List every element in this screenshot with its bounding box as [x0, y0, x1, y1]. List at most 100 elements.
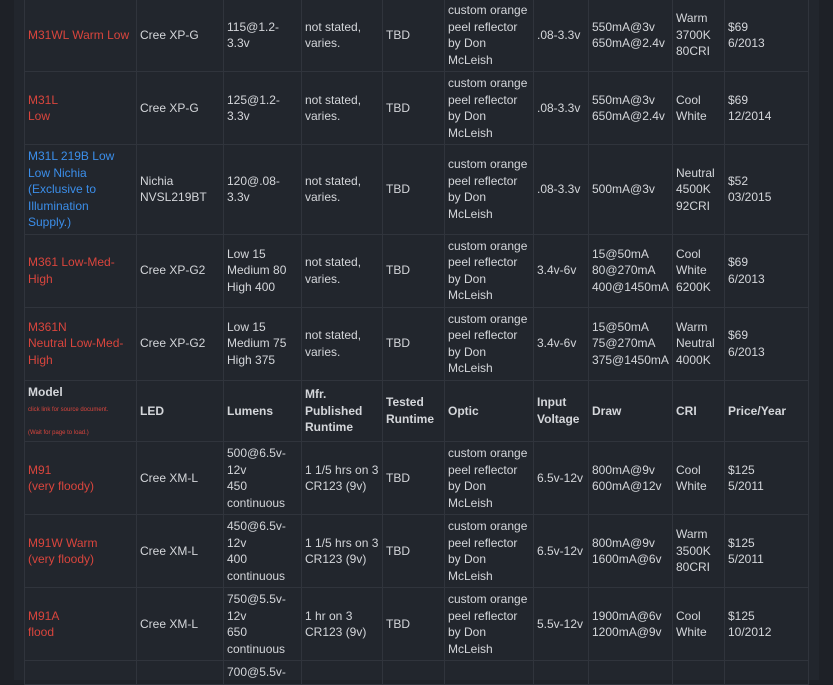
table-row: M361 Low-Med-High Cree XP-G2 Low 15 Medium…	[24, 233, 809, 308]
header-text: Mfr. Published Runtime	[305, 387, 363, 434]
table-cell: Neutral 4500K 92CRI	[672, 144, 725, 235]
table-cell: Cree XP-G	[136, 0, 224, 72]
table-cell: custom orange peel reflector by Don McLe…	[444, 0, 534, 72]
table-cell: 1 1/5 hrs on 3 CR123 (9v)	[301, 514, 383, 588]
content: M31WL Warm Low Cree XP-G 115@1.2-3.3v not s…	[14, 0, 819, 685]
table-row: M31L 219B Low Low Nichia (Exclusive to I…	[24, 144, 809, 235]
header-text: Lumens	[227, 403, 274, 418]
table-cell: 1 1/5 hrs on 3 CR123 (9v)	[301, 441, 383, 515]
model-link[interactable]: M361N Neutral Low-Med-High	[28, 319, 124, 367]
model-link[interactable]: M31WL Warm Low	[28, 27, 130, 42]
table-cell: 800mA@9v 1600mA@6v	[588, 514, 673, 588]
table-cell: TBD	[382, 144, 445, 235]
table-cell	[444, 660, 534, 685]
table-cell: M31L Low	[24, 71, 137, 145]
table-cell: custom orange peel reflector by Don McLe…	[444, 71, 534, 145]
table-cell: Cree XM-L	[136, 514, 224, 588]
table-cell: 500mA@3v	[588, 144, 673, 235]
table-cell: not stated, varies.	[301, 306, 383, 381]
table-cell: $69 6/2013	[724, 306, 809, 381]
table-row: M91 (very floody) Cree XM-L 500@6.5v-12v 4…	[24, 441, 809, 515]
model-link[interactable]: M31L 219B Low Low Nichia (Exclusive to I…	[28, 149, 115, 229]
table-cell: 3.4v-6v	[533, 233, 589, 308]
table-cell	[136, 660, 224, 685]
header-text: LED	[140, 403, 164, 418]
header-cell: CRI	[672, 379, 725, 442]
table-cell: Warm 3500K 80CRI	[672, 514, 725, 588]
table-cell: 3.4v-6v	[533, 306, 589, 381]
table-cell: M31L 219B Low Low Nichia (Exclusive to I…	[24, 144, 137, 235]
table-cell: custom orange peel reflector by Don McLe…	[444, 233, 534, 308]
table-cell: custom orange peel reflector by Don McLe…	[444, 306, 534, 381]
table-cell: M361N Neutral Low-Med-High	[24, 306, 137, 381]
table-cell: 1900mA@6v 1200mA@9v	[588, 587, 673, 661]
table-row: M91W Warm (very floody) Cree XM-L 450@6.5v…	[24, 514, 809, 588]
table-cell: 550mA@3v 650mA@2.4v	[588, 0, 673, 72]
table-row: M361N Neutral Low-Med-High Cree XP-G2 Low …	[24, 306, 809, 381]
table-cell: Cool White	[672, 441, 725, 515]
table-cell: 450@6.5v-12v 400 continuous	[223, 514, 302, 588]
table-cell: Cool White	[672, 587, 725, 661]
model-link[interactable]: M31L Low	[28, 92, 59, 124]
table-cell: Cree XP-G2	[136, 306, 224, 381]
table-cell: Warm 3700K 80CRI	[672, 0, 725, 72]
header-text: CRI	[676, 403, 697, 418]
header-cell: Input Voltage	[533, 379, 589, 442]
table-cell: TBD	[382, 587, 445, 661]
header-cell: Price/Year	[724, 379, 809, 442]
model-link[interactable]: M91A flood	[28, 608, 60, 640]
header-note: click link for source document.	[28, 407, 109, 413]
table-cell: TBD	[382, 306, 445, 381]
table-body: M31WL Warm Low Cree XP-G 115@1.2-3.3v not s…	[24, 0, 809, 685]
table-cell: Cree XP-G2	[136, 233, 224, 308]
header-text: Draw	[592, 403, 622, 418]
table-cell: $69 12/2014	[724, 71, 809, 145]
header-cell: Lumens	[223, 379, 302, 442]
table-cell: 5.5v-12v	[533, 587, 589, 661]
header-row: Model click link for source document. (Wai…	[24, 379, 809, 442]
table-cell: Low 15 Medium 75 High 375	[223, 306, 302, 381]
header-note: (Wait for page to load.)	[28, 430, 89, 436]
table-cell: not stated, varies.	[301, 144, 383, 235]
table-cell: not stated, varies.	[301, 0, 383, 72]
table-cell: 700@5.5v-	[223, 660, 302, 685]
header-cell: Mfr. Published Runtime	[301, 379, 383, 442]
table-cell: .08-3.3v	[533, 71, 589, 145]
table-cell: custom orange peel reflector by Don McLe…	[444, 587, 534, 661]
table-cell: TBD	[382, 441, 445, 515]
table-cell: Cool White 6200K	[672, 233, 725, 308]
header-cell: Tested Runtime	[382, 379, 445, 442]
table-cell: M31WL Warm Low	[24, 0, 137, 72]
table-cell: 115@1.2-3.3v	[223, 0, 302, 72]
table-cell: M361 Low-Med-High	[24, 233, 137, 308]
table-cell: $69 6/2013	[724, 233, 809, 308]
table-cell: 500@6.5v-12v 450 continuous	[223, 441, 302, 515]
table-cell: 750@5.5v-12v 650 continuous	[223, 587, 302, 661]
table-cell: Warm Neutral 4000K	[672, 306, 725, 381]
model-link[interactable]: M91 (very floody)	[28, 462, 95, 494]
table-cell: M91A flood	[24, 587, 137, 661]
table-cell: Cree XP-G	[136, 71, 224, 145]
table-cell: TBD	[382, 233, 445, 308]
table-cell	[382, 660, 445, 685]
model-link[interactable]: M91W Warm (very floody)	[28, 535, 98, 567]
model-link[interactable]: M361 Low-Med-High	[28, 255, 115, 286]
table-cell: Cree XM-L	[136, 441, 224, 515]
table-cell: $52 03/2015	[724, 144, 809, 235]
table-cell: not stated, varies.	[301, 71, 383, 145]
table-cell: custom orange peel reflector by Don McLe…	[444, 144, 534, 235]
table-cell	[301, 660, 383, 685]
table-cell	[588, 660, 673, 685]
table-cell: custom orange peel reflector by Don McLe…	[444, 441, 534, 515]
table-cell: 15@50mA 75@270mA 375@1450mA	[588, 306, 673, 381]
header-text: Tested Runtime	[386, 395, 434, 426]
table-cell: Nichia NVSL219BT	[136, 144, 224, 235]
table-row: 700@5.5v-	[24, 660, 809, 685]
table-cell: $125 5/2011	[724, 514, 809, 588]
table-row: M91A flood Cree XM-L 750@5.5v-12v 650 cont…	[24, 587, 809, 661]
flashlight-table: M31WL Warm Low Cree XP-G 115@1.2-3.3v not s…	[24, 0, 809, 685]
table-cell: 15@50mA 80@270mA 400@1450mA	[588, 233, 673, 308]
table-cell: 1 hr on 3 CR123 (9v)	[301, 587, 383, 661]
table-cell: 120@.08-3.3v	[223, 144, 302, 235]
table-cell: Cree XM-L	[136, 587, 224, 661]
